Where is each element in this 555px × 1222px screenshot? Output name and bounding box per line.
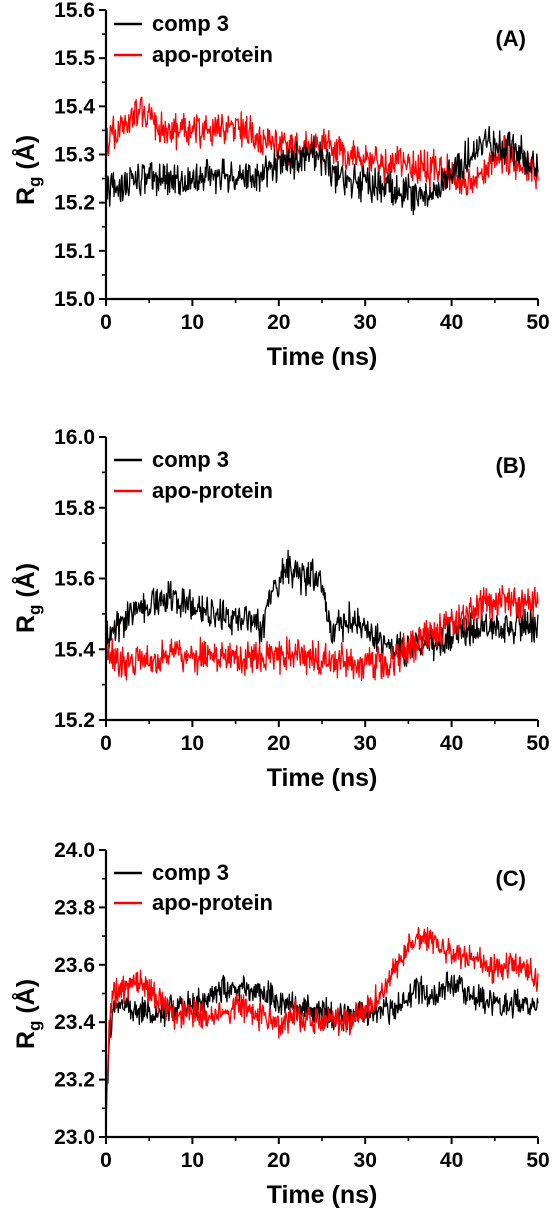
x-axis-title: Time (ns)	[267, 1181, 378, 1209]
x-tick-label: 40	[440, 732, 463, 755]
x-tick-label: 40	[440, 311, 463, 334]
panel-label: (C)	[495, 866, 526, 891]
y-tick-label: 15.5	[54, 47, 95, 70]
y-tick-label: 23.2	[54, 1069, 95, 1092]
legend-label: comp 3	[152, 447, 229, 472]
x-tick-label: 10	[181, 311, 204, 334]
x-tick-label: 20	[267, 1149, 290, 1172]
x-tick-label: 50	[526, 311, 549, 334]
legend-label: comp 3	[152, 11, 229, 36]
y-axis-title: Rg (Å)	[11, 563, 44, 633]
x-axis-title: Time (ns)	[267, 764, 378, 792]
y-axis-title: Rg (Å)	[11, 979, 44, 1049]
y-axis-title: Rg (Å)	[11, 135, 44, 205]
x-tick-label: 10	[181, 1149, 204, 1172]
y-tick-label: 23.8	[54, 896, 95, 919]
y-tick-label: 15.2	[54, 709, 95, 732]
y-tick-label: 15.4	[54, 638, 95, 661]
x-tick-label: 0	[100, 732, 112, 755]
legend-label: apo-protein	[152, 42, 273, 67]
x-tick-label: 40	[440, 1149, 463, 1172]
x-tick-label: 20	[267, 311, 290, 334]
panel-label: (A)	[495, 26, 526, 51]
series-line-apo-protein	[105, 96, 539, 196]
y-tick-label: 15.1	[54, 240, 95, 263]
x-tick-label: 0	[100, 311, 112, 334]
y-tick-label: 15.6	[54, 0, 95, 22]
x-tick-label: 30	[354, 1149, 377, 1172]
y-tick-label: 24.0	[54, 839, 95, 862]
x-tick-label: 10	[181, 732, 204, 755]
y-tick-label: 15.0	[54, 288, 95, 311]
x-tick-label: 0	[100, 1149, 112, 1172]
y-tick-label: 16.0	[54, 426, 95, 449]
y-tick-label: 15.6	[54, 568, 95, 591]
series-line-apo-protein	[105, 584, 539, 682]
x-tick-label: 50	[526, 1149, 549, 1172]
series-line-apo-protein	[105, 926, 539, 1124]
y-tick-label: 23.0	[54, 1126, 95, 1149]
series-line-comp-3	[105, 549, 539, 668]
chart-panel-3: 0 10 20 30 40 50 23.0 23.2 23.4 23.6 23.8 24.0 Time …	[11, 839, 550, 1209]
series-line-comp-3	[105, 971, 539, 1110]
x-tick-label: 20	[267, 732, 290, 755]
y-tick-label: 23.6	[54, 954, 95, 977]
chart-panel-2: 0 10 20 30 40 50 15.2 15.4 15.6 15.8 16.0 Time (ns)…	[11, 426, 550, 792]
x-tick-label: 30	[354, 732, 377, 755]
x-tick-label: 30	[354, 311, 377, 334]
series-line-comp-3	[105, 125, 539, 216]
legend-label: comp 3	[152, 860, 229, 885]
y-tick-label: 15.2	[54, 192, 95, 215]
y-tick-label: 15.3	[54, 144, 95, 167]
y-tick-label: 15.4	[54, 95, 95, 118]
y-tick-label: 15.8	[54, 497, 95, 520]
x-tick-label: 50	[526, 732, 549, 755]
x-axis-title: Time (ns)	[267, 343, 378, 371]
y-tick-label: 23.4	[54, 1011, 95, 1034]
legend-label: apo-protein	[152, 890, 273, 915]
chart-panel-1: 0 10 20 30 40 50 15.0 15.1 15.2 15.3 15.4 15.5 15.6 T…	[11, 0, 550, 371]
panel-label: (B)	[495, 453, 526, 478]
legend-label: apo-protein	[152, 478, 273, 503]
